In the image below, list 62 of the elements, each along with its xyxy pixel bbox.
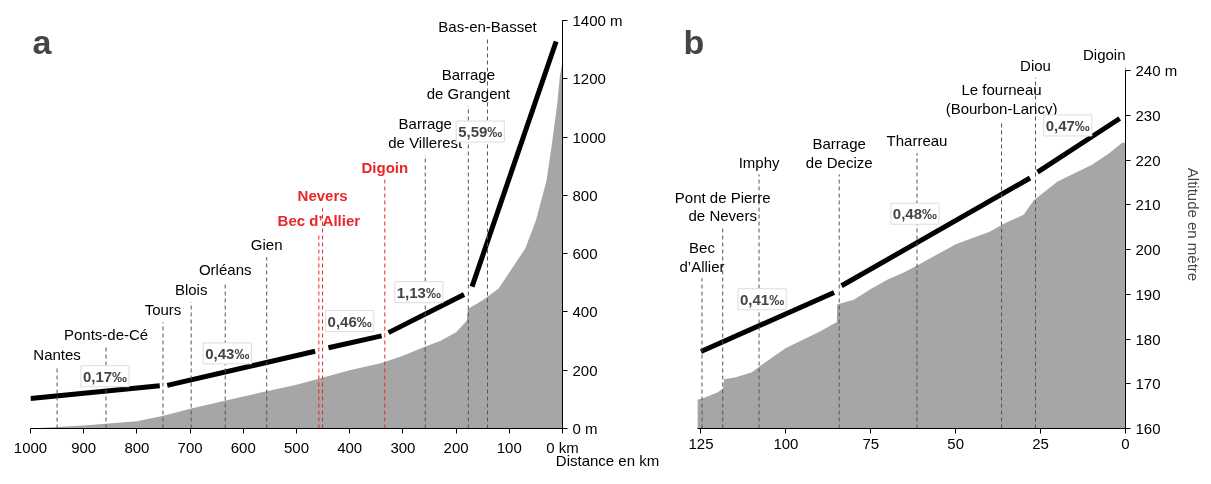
ref-line-label: Gien [250, 236, 283, 254]
annotation: 1,13‰ [396, 283, 441, 301]
ref-line-label: Barrage de Decize [805, 135, 873, 171]
x-tick-label: 200 [443, 438, 469, 456]
annotation: 0,47‰ [1045, 116, 1090, 134]
x-tick-label: 0 [1121, 434, 1130, 452]
y-tick-label: 600 [572, 245, 598, 263]
y-tick-label: 210 [1135, 196, 1161, 214]
x-tick-label: 800 [124, 438, 150, 456]
ref-line-label: Bec d’Allier [277, 211, 361, 229]
ref-line-label: Digoin [1082, 46, 1126, 64]
x-tick-label: 50 [947, 434, 965, 452]
ref-line-label: Bec d’Allier [679, 238, 725, 275]
annotation: 0,17‰ [82, 367, 128, 385]
x-tick-label: 100 [496, 438, 522, 456]
ref-line-label: Digoin [361, 158, 409, 176]
y-tick-label: 220 [1135, 151, 1161, 169]
y-tick-label: 800 [572, 186, 598, 204]
ref-line-label: Tours [144, 301, 182, 319]
y-axis-title: Altitude en mètre [1185, 167, 1203, 282]
y-tick-label: 0 m [572, 420, 598, 437]
ref-line-label: Tharreau [886, 132, 948, 150]
chart-title: b [683, 22, 705, 61]
y-tick-label: 1200 [572, 70, 606, 88]
x-tick-label: 900 [71, 438, 97, 456]
y-tick-label: 1000 [572, 128, 606, 146]
ref-line-label: Bas-en-Basset [438, 17, 538, 35]
ref-line-label: Barrage de Grangent [426, 66, 511, 103]
y-tick-label: 400 [572, 303, 598, 321]
ref-line-label: Orléans [198, 260, 252, 278]
y-tick-label: 1400 m [572, 12, 623, 29]
annotation: 0,48‰ [892, 205, 938, 223]
y-tick-label: 230 [1135, 106, 1161, 124]
ref-line-label: Nantes [33, 346, 81, 364]
ref-line-label: Blois [174, 280, 208, 298]
y-tick-label: 190 [1135, 285, 1161, 303]
y-tick-label: 170 [1135, 375, 1161, 393]
annotation: 0,46‰ [327, 312, 372, 330]
y-tick-label: 200 [572, 361, 598, 379]
ref-line-label: Diou [1020, 57, 1051, 75]
x-tick-label: 700 [177, 438, 203, 456]
x-tick-label: 75 [862, 434, 880, 452]
ref-line-label: Nevers [297, 187, 348, 205]
x-tick-label: 125 [688, 434, 714, 452]
y-tick-label: 160 [1135, 420, 1161, 437]
annotation: 0,41‰ [740, 290, 785, 308]
chart-title: a [32, 22, 53, 61]
y-tick-label: 240 m [1135, 62, 1178, 80]
x-tick-label: 600 [230, 438, 256, 456]
y-tick-label: 200 [1135, 241, 1161, 259]
ref-line-label: Imphy [738, 153, 780, 171]
x-tick-label: 400 [337, 438, 363, 456]
x-tick-label: 500 [283, 438, 310, 456]
x-tick-label: 300 [390, 438, 416, 456]
ref-line-label: Ponts-de-Cé [63, 325, 149, 343]
annotation: 0,43‰ [205, 344, 250, 362]
ref-line-label: Pont de Pierre de Nevers [674, 188, 771, 225]
x-tick-label: 100 [773, 434, 799, 452]
ref-line-label: Le fourneau (Bourbon-Lancy) [945, 81, 1058, 118]
y-tick-label: 180 [1135, 330, 1161, 348]
x-tick-label: 1000 [13, 438, 48, 456]
x-tick-label: 25 [1032, 434, 1049, 452]
